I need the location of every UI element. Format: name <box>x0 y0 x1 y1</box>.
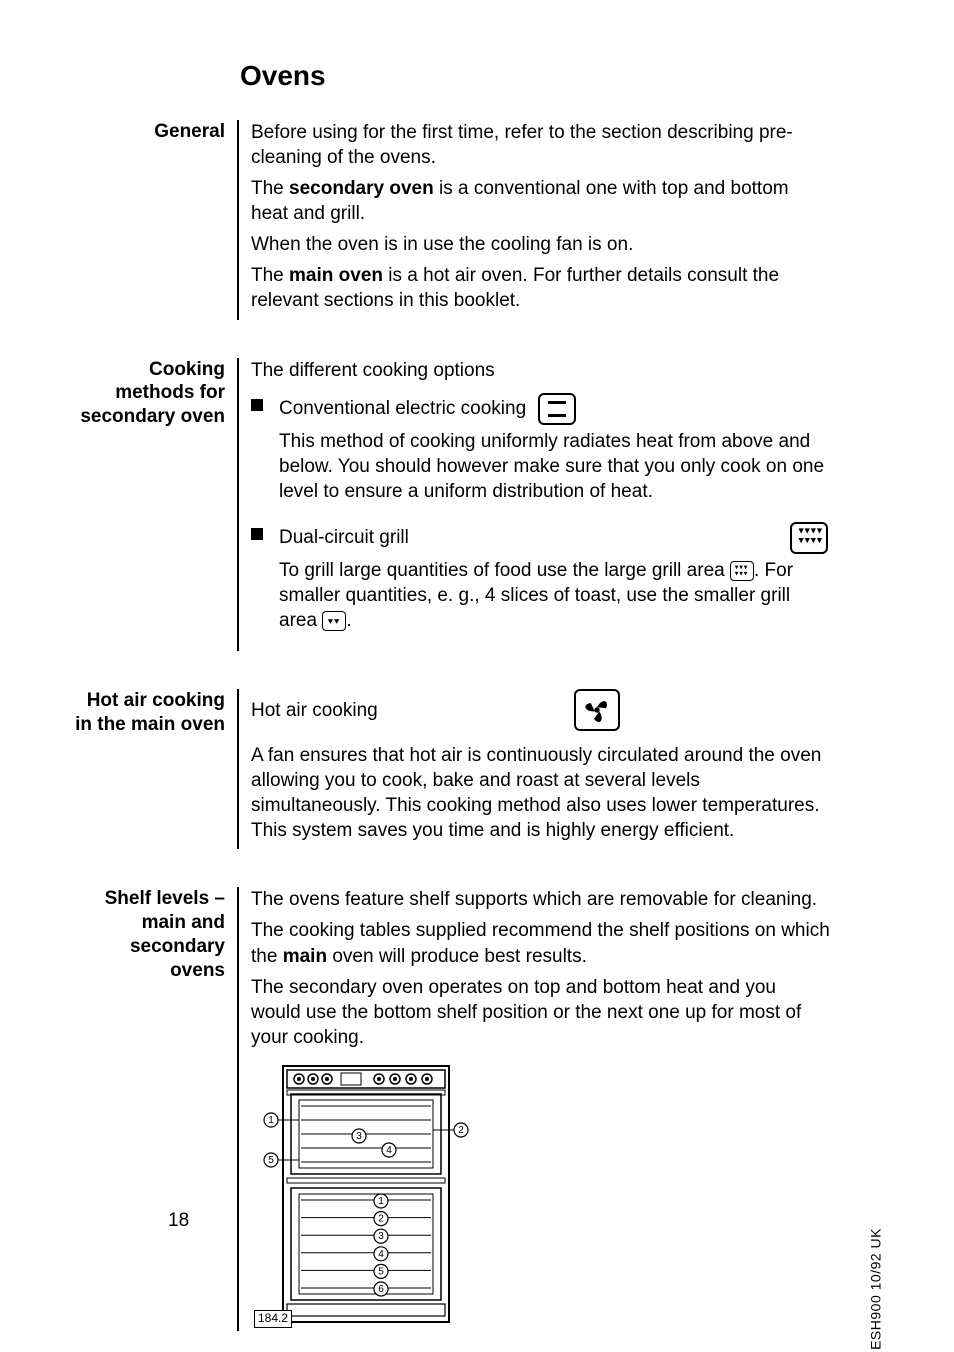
section-body: The different cooking options Convention… <box>239 358 830 652</box>
list-item: Dual-circuit grill <box>251 522 830 633</box>
paragraph: The cooking tables supplied recommend th… <box>251 918 830 968</box>
item-body: To grill large quantities of food use th… <box>279 558 830 633</box>
conventional-heat-icon <box>538 393 576 425</box>
page-title: Ovens <box>240 60 830 92</box>
oven-diagram: 1 2 5 3 4 1 2 3 4 5 6 184.2 <box>251 1064 481 1331</box>
paragraph: Before using for the first time, refer t… <box>251 120 830 170</box>
svg-text:1: 1 <box>378 1196 384 1207</box>
dual-grill-icon <box>790 522 828 554</box>
paragraph: The ovens feature shelf supports which a… <box>251 887 830 912</box>
section-cooking-methods: Cooking methods for secondary oven The d… <box>70 358 830 652</box>
fan-icon <box>574 689 620 731</box>
item-body: This method of cooking uniformly radiate… <box>279 429 830 504</box>
paragraph: The secondary oven operates on top and b… <box>251 975 830 1050</box>
item-title-row: Conventional electric cooking <box>279 393 830 425</box>
large-grill-icon <box>730 561 754 581</box>
options-list: Conventional electric cooking This metho… <box>251 393 830 633</box>
section-label: Hot air cooking in the main oven <box>70 689 237 849</box>
item-title-row: Dual-circuit grill <box>279 522 830 554</box>
small-grill-icon <box>322 611 346 631</box>
svg-text:3: 3 <box>356 1131 362 1142</box>
item-title: Conventional electric cooking <box>279 396 526 421</box>
content-area: Ovens General Before using for the first… <box>70 60 830 1331</box>
paragraph: A fan ensures that hot air is continuous… <box>251 743 830 843</box>
paragraph: The main oven is a hot air oven. For fur… <box>251 263 830 313</box>
figure-number: 184.2 <box>254 1310 292 1328</box>
list-item: Conventional electric cooking This metho… <box>251 393 830 504</box>
paragraph: The secondary oven is a conventional one… <box>251 176 830 226</box>
section-body: Before using for the first time, refer t… <box>239 120 830 320</box>
svg-text:4: 4 <box>386 1145 392 1156</box>
section-body: The ovens feature shelf supports which a… <box>239 887 830 1331</box>
svg-text:2: 2 <box>378 1213 384 1224</box>
paragraph: The different cooking options <box>251 358 830 383</box>
svg-text:4: 4 <box>378 1249 384 1260</box>
svg-text:5: 5 <box>268 1155 274 1166</box>
side-print-codes: BVE900 10/92 UK – EBB900 10/92 UK – EBB9… <box>868 1228 884 1352</box>
svg-text:5: 5 <box>378 1266 384 1277</box>
page: Ovens General Before using for the first… <box>0 0 954 1352</box>
item-title: Dual-circuit grill <box>279 525 409 550</box>
section-hot-air: Hot air cooking in the main oven Hot air… <box>70 689 830 849</box>
svg-text:2: 2 <box>458 1125 464 1136</box>
page-number: 18 <box>168 1210 189 1232</box>
svg-text:3: 3 <box>378 1231 384 1242</box>
paragraph: When the oven is in use the cooling fan … <box>251 232 830 257</box>
section-label: Cooking methods for secondary oven <box>70 358 237 652</box>
section-label: General <box>70 120 237 320</box>
section-label: Shelf levels – main and secondary ovens <box>70 887 237 1331</box>
section-body: Hot air cooking A fan ensures that ho <box>239 689 830 849</box>
svg-text:1: 1 <box>268 1115 274 1126</box>
svg-text:6: 6 <box>378 1284 384 1295</box>
item-title: Hot air cooking <box>251 698 378 723</box>
hot-air-title-row: Hot air cooking <box>251 689 830 731</box>
section-general: General Before using for the first time,… <box>70 120 830 320</box>
oven-svg: 1 2 5 3 4 1 2 3 4 5 6 <box>251 1064 481 1324</box>
section-shelf-levels: Shelf levels – main and secondary ovens … <box>70 887 830 1331</box>
